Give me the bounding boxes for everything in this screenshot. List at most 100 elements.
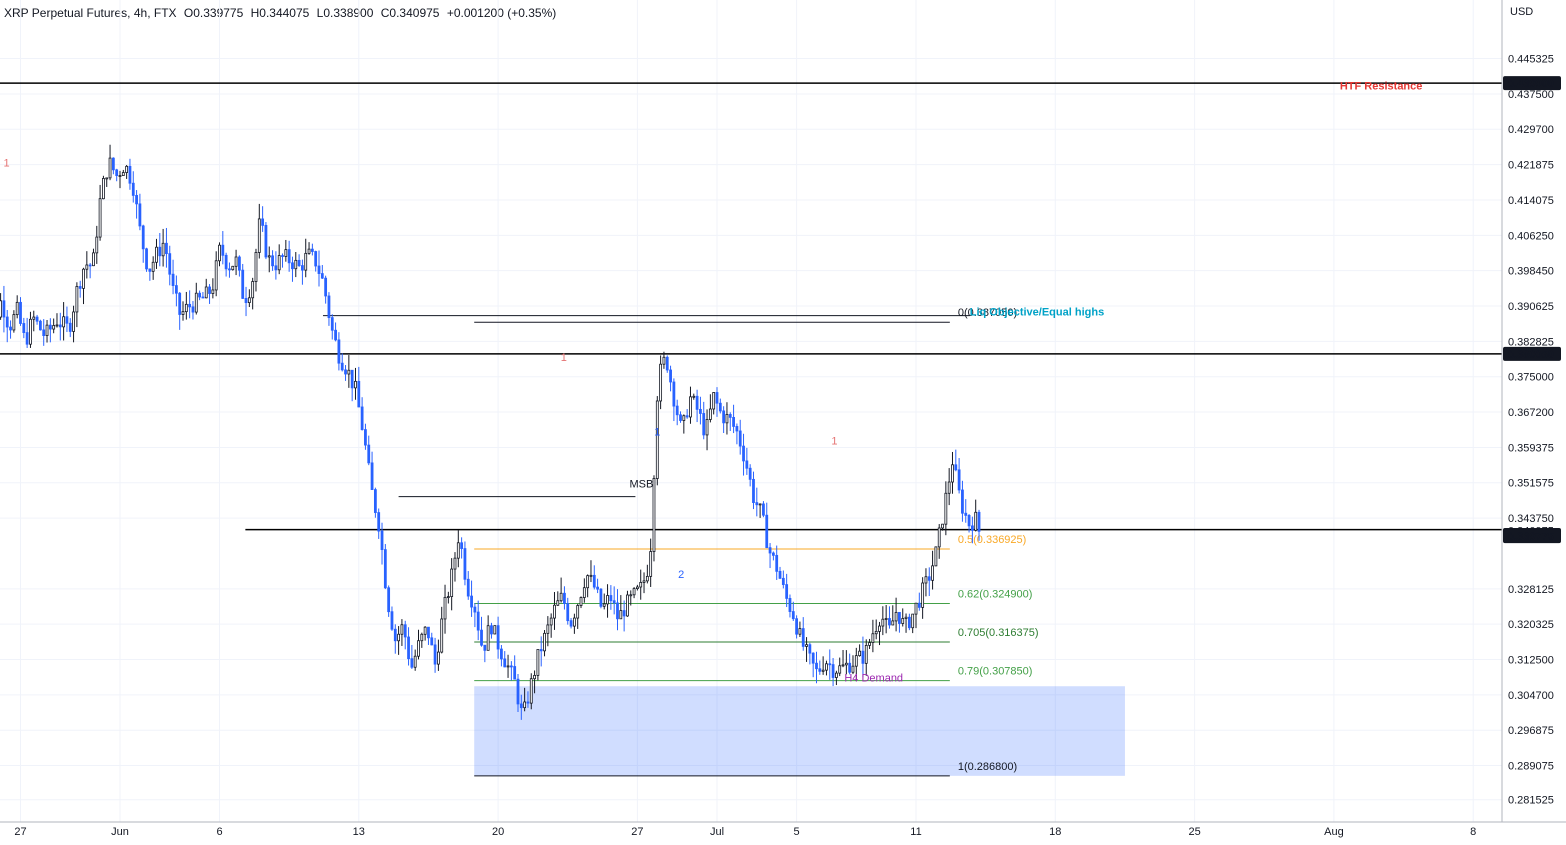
candle-body — [39, 320, 42, 331]
candle-body — [519, 703, 523, 709]
candle-body — [357, 380, 361, 408]
candle-body — [523, 701, 527, 709]
price-tick-label: 0.312500 — [1508, 655, 1554, 667]
candle-body — [941, 523, 944, 529]
candle-body — [68, 322, 72, 332]
candle-body — [881, 618, 885, 627]
candle-body — [241, 269, 245, 299]
candle-body — [430, 637, 434, 646]
candle-body — [901, 618, 905, 624]
candle-body — [403, 624, 407, 638]
price-tick-label: 0.437500 — [1508, 89, 1554, 101]
candle-body — [801, 628, 805, 647]
candle-body — [98, 198, 102, 238]
candle-body — [685, 415, 689, 418]
candle-body — [791, 611, 795, 620]
candle-body — [12, 314, 16, 331]
candle-body — [576, 605, 580, 619]
candle-body — [917, 602, 921, 608]
candle-body — [317, 265, 321, 274]
candle-body — [672, 381, 676, 407]
candle-body — [2, 300, 6, 318]
chart-annotation: Liq Objective/Equal highs — [970, 307, 1104, 319]
candle-body — [121, 172, 125, 176]
candle-body — [9, 326, 12, 331]
candle-body — [473, 606, 477, 613]
candle-body — [95, 236, 99, 254]
candle-body — [251, 281, 255, 299]
candle-body — [92, 252, 95, 267]
candle-body — [924, 576, 928, 584]
candle-body — [695, 395, 699, 410]
candle-body — [874, 630, 878, 635]
candle-body — [745, 460, 749, 469]
candle-body — [19, 301, 22, 324]
candle-body — [155, 246, 158, 263]
candle-body — [29, 318, 32, 345]
candle-body — [858, 650, 862, 657]
candle-body — [138, 203, 142, 227]
candle-body — [771, 552, 775, 556]
time-tick-label: 27 — [14, 826, 26, 838]
candle-body — [480, 629, 483, 646]
candle-body — [486, 625, 490, 651]
candle-body — [115, 169, 119, 177]
candle-body — [529, 678, 533, 704]
candle-body — [888, 618, 891, 626]
candle-body — [105, 177, 109, 180]
price-tick-label: 0.359375 — [1508, 442, 1554, 454]
candle-body — [639, 582, 643, 588]
time-tick-label: 20 — [492, 826, 504, 838]
candle-body — [460, 542, 464, 549]
price-tick-label: 0.281525 — [1508, 795, 1554, 807]
candle-body — [738, 430, 742, 447]
candle-body — [264, 224, 268, 258]
time-tick-label: 25 — [1188, 826, 1200, 838]
candle-body — [775, 554, 779, 572]
candle-body — [148, 268, 152, 272]
chart-header: XRP Perpetual Futures, 4h, FTX O0.339775… — [4, 6, 560, 20]
candle-body — [440, 618, 444, 653]
chart-annotation: MSB — [629, 479, 653, 491]
candle-body — [602, 603, 606, 607]
candle-body — [970, 525, 974, 531]
candle-body — [35, 316, 39, 322]
price-badge-label: 0.439900 — [1508, 78, 1554, 90]
candle-body — [612, 600, 616, 604]
candle-body — [208, 286, 211, 294]
candle-body — [324, 277, 328, 297]
candle-body — [490, 625, 493, 635]
candle-body — [55, 324, 59, 327]
candle-body — [301, 265, 304, 271]
candle-body — [340, 362, 344, 371]
candle-body — [174, 285, 178, 294]
price-tick-label: 0.328125 — [1508, 584, 1554, 596]
candle-body — [894, 611, 898, 622]
candle-body — [201, 296, 205, 299]
candle-body — [0, 300, 2, 318]
candle-body — [135, 195, 138, 205]
candle-body — [762, 503, 765, 516]
candle-body — [516, 678, 520, 705]
candle-body — [825, 663, 828, 671]
price-badge-label: 0.339775 — [1508, 531, 1554, 543]
fib-level-label: 0.62(0.324900) — [958, 588, 1033, 600]
candle-body — [314, 251, 318, 267]
swing-marker: 1 — [654, 427, 660, 439]
candle-body — [257, 218, 261, 253]
candle-body — [297, 259, 301, 266]
candle-body — [728, 414, 732, 418]
candle-body — [281, 255, 284, 257]
candle-body — [851, 665, 855, 673]
candle-body — [400, 624, 404, 635]
candle-body — [433, 644, 437, 665]
candle-body — [781, 577, 785, 585]
candle-body — [52, 325, 56, 330]
candle-body — [390, 611, 394, 630]
candle-body — [878, 625, 881, 632]
candle-body — [798, 628, 802, 635]
candle-body — [884, 618, 888, 620]
price-tick-label: 0.320325 — [1508, 619, 1554, 631]
time-tick-label: 18 — [1049, 826, 1061, 838]
